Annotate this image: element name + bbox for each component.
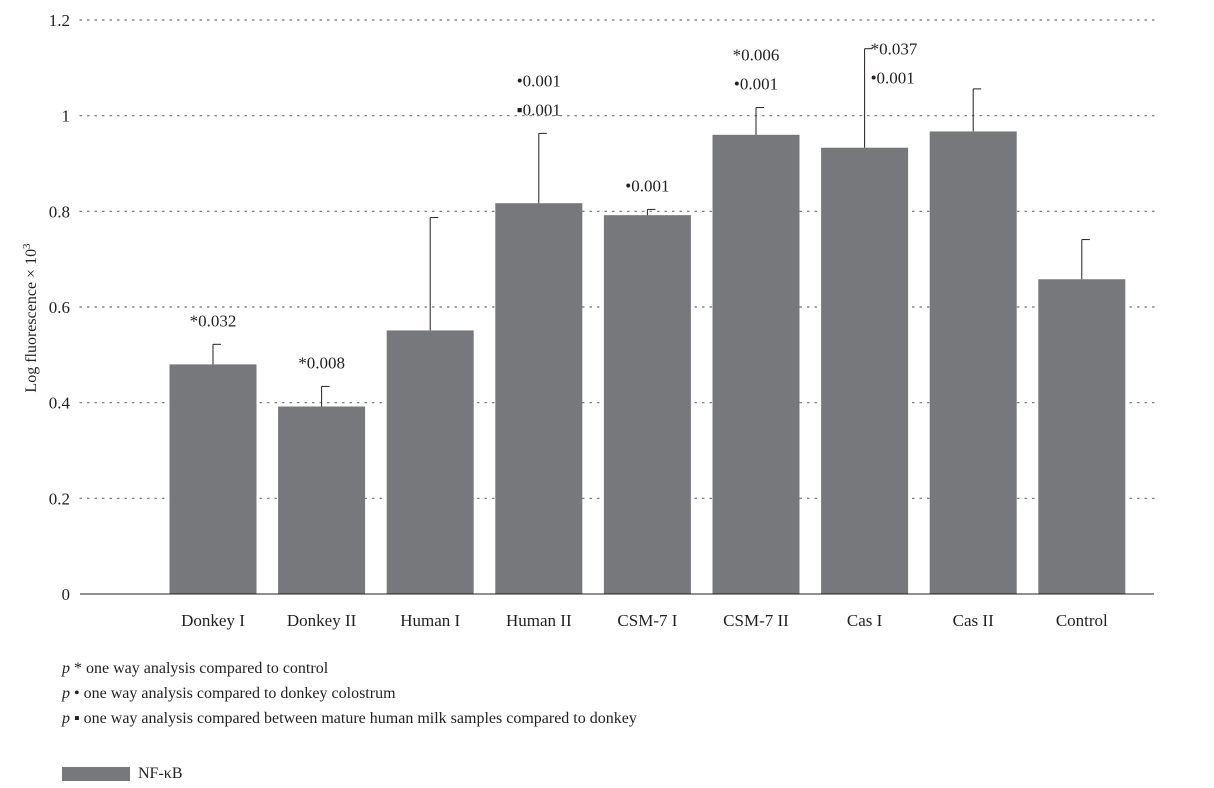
x-tick-label: Control <box>1056 611 1108 630</box>
y-tick-label: 0.8 <box>49 202 70 221</box>
bar <box>278 406 366 594</box>
bar-chart: 0 0.2 0.4 0.6 0.8 1 1.2 Donkey I *0.032 Donkey II… <box>21 11 1155 630</box>
note-human-milk: p ▪ one way analysis compared between mat… <box>62 710 637 727</box>
significance-label: *0.037 <box>871 40 918 59</box>
x-tick-label: Donkey II <box>287 611 357 630</box>
significance-label: •0.001 <box>871 69 915 88</box>
notes: p * one way analysis compared to control … <box>62 656 637 731</box>
x-tick-label: Cas I <box>847 611 883 630</box>
bar <box>169 364 257 594</box>
y-tick-label: 0.6 <box>49 298 70 317</box>
note-donkey-colostrum: p • one way analysis compared to donkey c… <box>62 685 396 702</box>
y-tick-label: 0.4 <box>49 394 71 413</box>
y-tick-label: 0 <box>62 585 71 604</box>
bar <box>712 134 800 595</box>
bar <box>495 203 583 594</box>
error-bars <box>212 48 1090 407</box>
bar <box>821 147 909 594</box>
x-tick-label: Cas II <box>953 611 994 630</box>
y-axis-title: Log fluorescence × 103 <box>21 243 40 393</box>
significance-label: *0.006 <box>733 46 780 65</box>
x-tick-label: CSM-7 II <box>723 611 789 630</box>
y-tick-label: 0.2 <box>49 489 70 508</box>
x-tick-label: CSM-7 I <box>617 611 677 630</box>
significance-label: •0.001 <box>517 71 561 90</box>
bar <box>1038 279 1126 594</box>
bar <box>603 215 691 594</box>
significance-label: •0.001 <box>734 75 778 94</box>
x-tick-label: Human I <box>400 611 460 630</box>
y-tick-label: 1 <box>62 107 71 126</box>
y-tick-label: 1.2 <box>49 11 70 30</box>
x-tick-label: Donkey I <box>181 611 245 630</box>
legend: NF-κB <box>62 764 183 784</box>
bars <box>169 131 1126 595</box>
x-tick-label: Human II <box>506 611 572 630</box>
legend-swatch <box>62 767 130 781</box>
bar <box>386 330 474 594</box>
bar <box>929 131 1017 594</box>
significance-label: *0.008 <box>298 353 345 372</box>
legend-label: NF-κB <box>138 765 183 782</box>
labels: 0 0.2 0.4 0.6 0.8 1 1.2 Donkey I *0.032 Donkey II… <box>49 11 1108 630</box>
significance-label: •0.001 <box>625 176 669 195</box>
significance-label: *0.032 <box>190 311 237 330</box>
significance-label: ▪0.001 <box>517 100 561 119</box>
note-control: p * one way analysis compared to control <box>62 660 329 677</box>
